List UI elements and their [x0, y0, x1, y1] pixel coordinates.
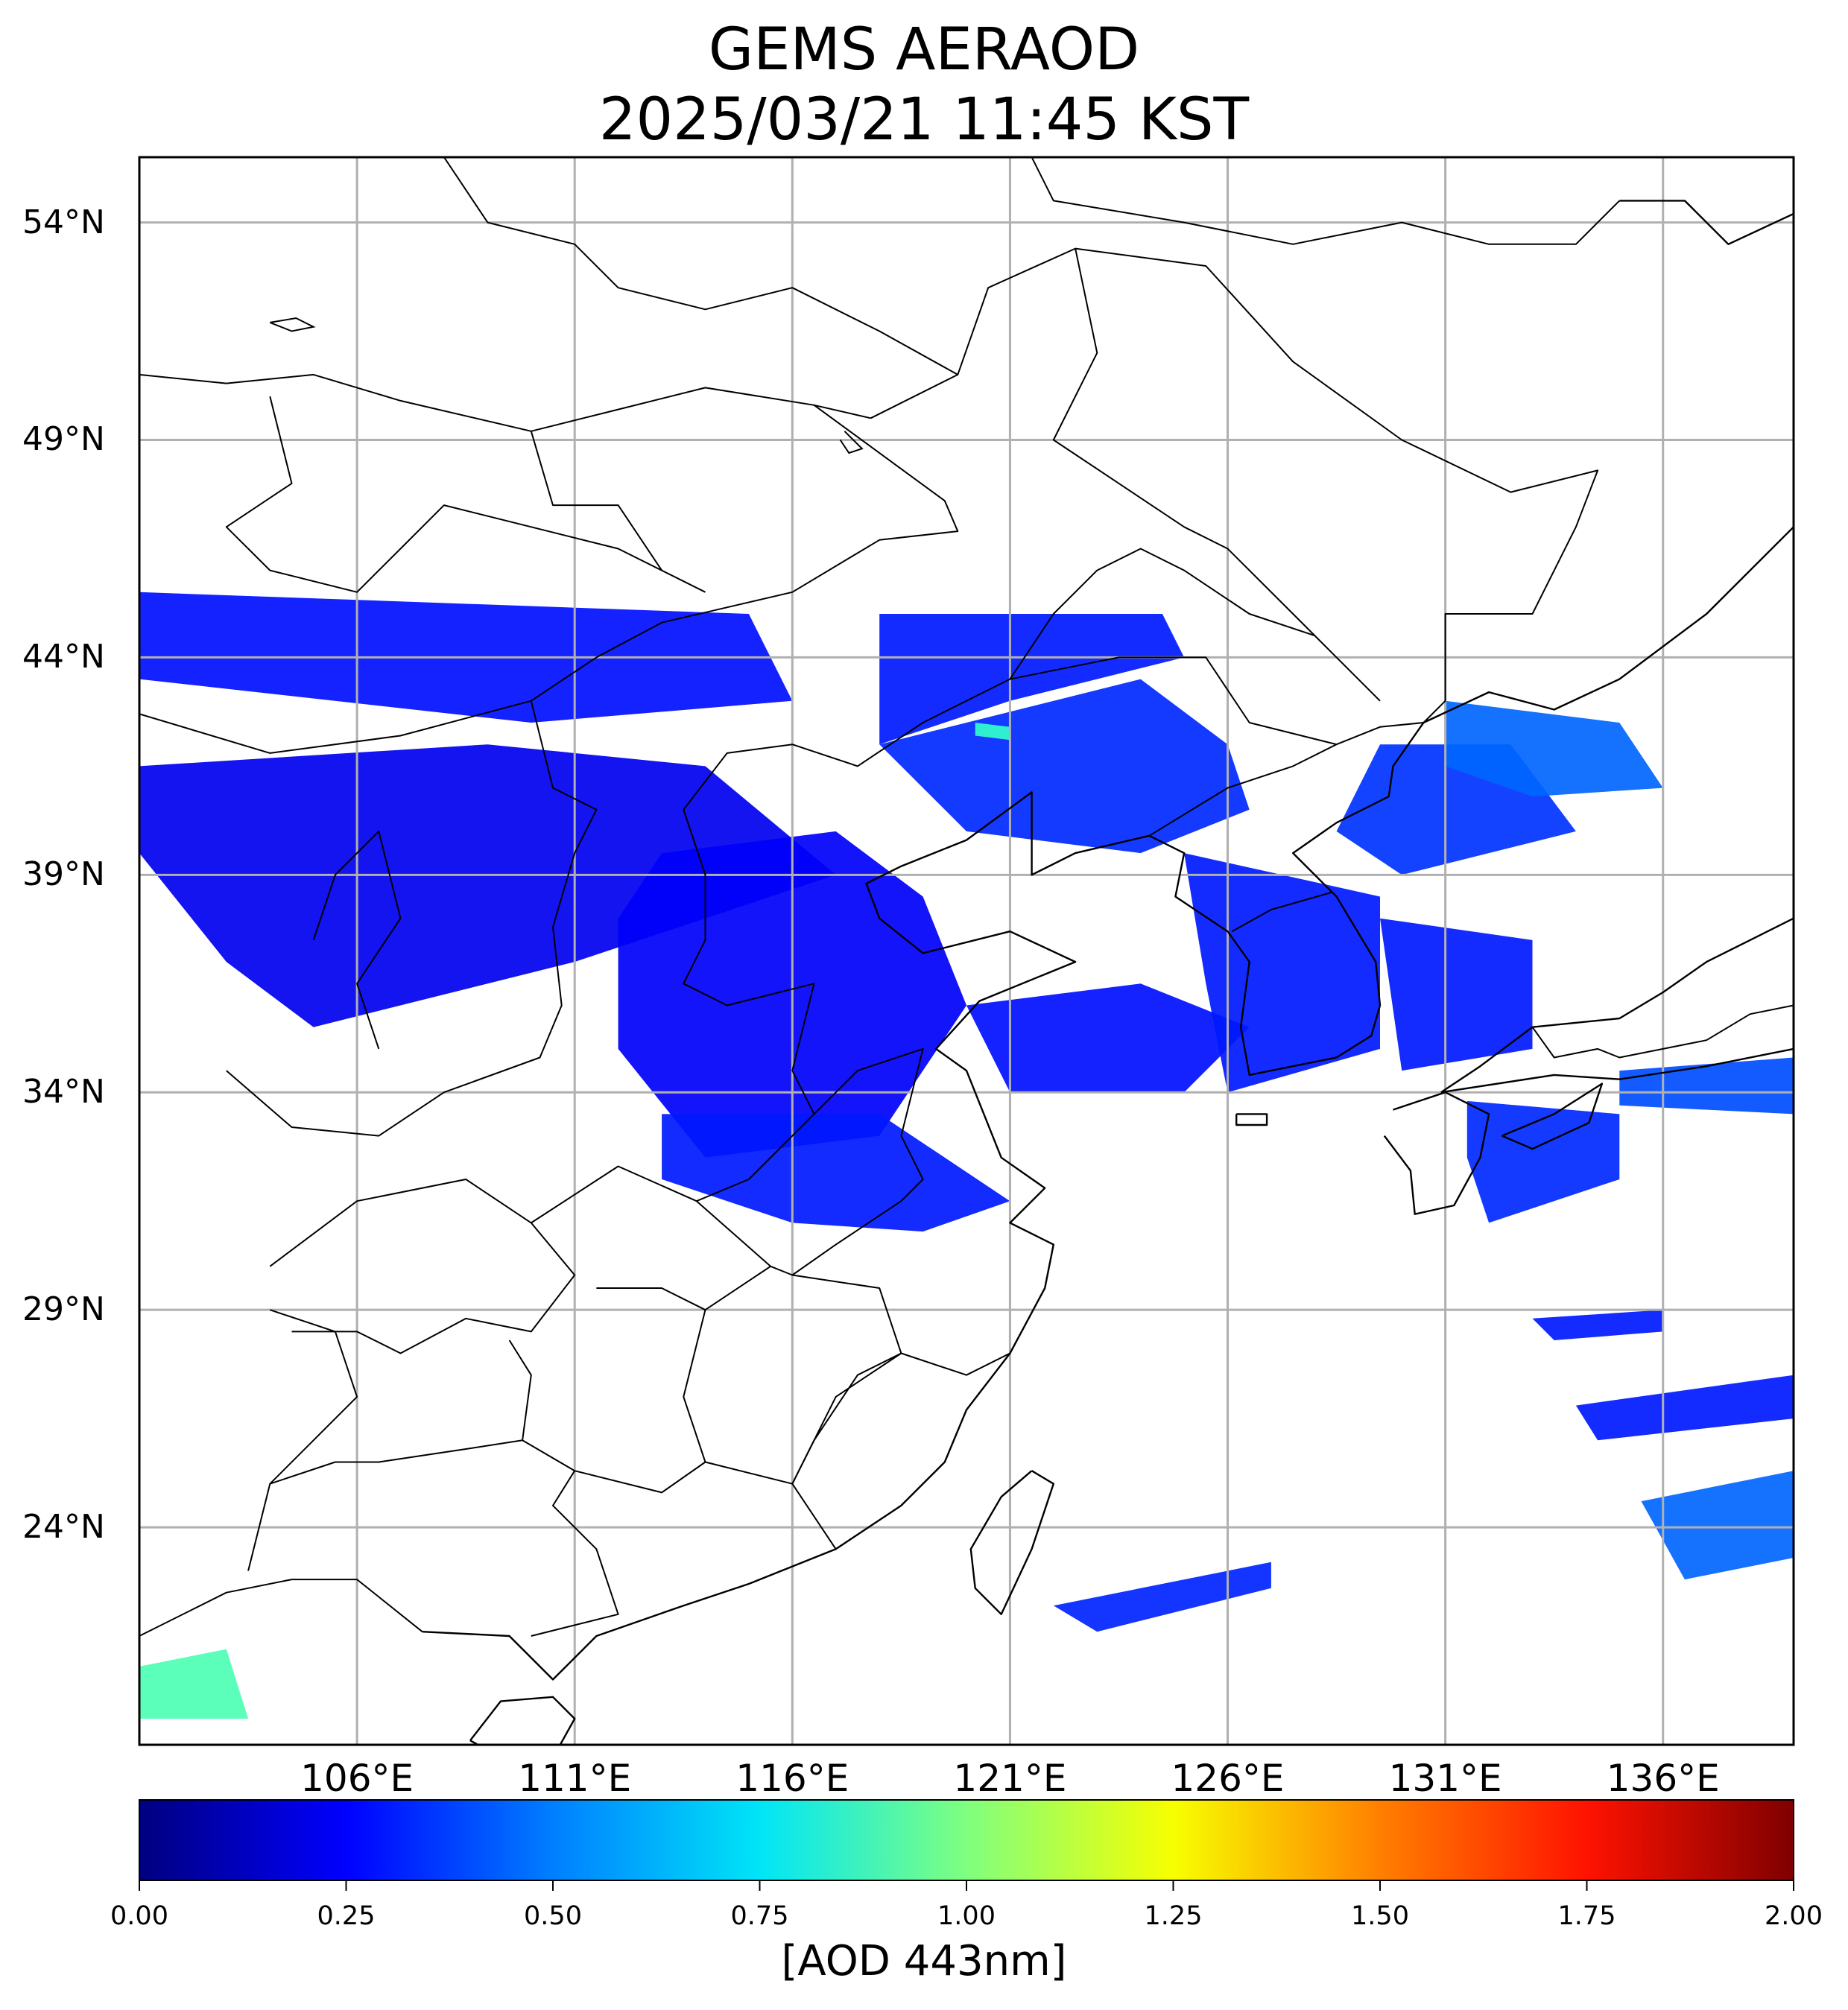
aod-region-yellow-sea [966, 983, 1250, 1093]
lake-hulun-lake [839, 431, 864, 454]
border-russia-inner-1 [443, 157, 958, 375]
border-inner-provinces-14 [247, 1309, 358, 1571]
colorbar-tick-label: 0.25 [317, 1901, 376, 1931]
colorbar-tick-label: 1.75 [1557, 1901, 1616, 1931]
lake-lake-baikal-south [269, 317, 316, 332]
colorbar-tick-label: 0.75 [730, 1901, 789, 1931]
colorbar-ticks [139, 1880, 1794, 1891]
coastline-hainan [469, 1696, 576, 1745]
aod-region-greenish-spots [975, 723, 1010, 741]
border-mongolia-russia [139, 373, 814, 432]
graticule [139, 157, 1794, 1745]
border-inner-provinces-7 [770, 1047, 924, 1276]
border-jilin-inner [1009, 548, 1315, 680]
lat-tick-label: 29°N [22, 1290, 105, 1329]
coastline-china-coast [422, 791, 1150, 1681]
lon-tick-label: 111°E [518, 1757, 632, 1800]
coastline-kyushu [1383, 1091, 1490, 1215]
chart-title: GEMS AERAOD [708, 16, 1140, 83]
aod-region-kyushu-south [1466, 1100, 1620, 1223]
aod-region-philippine-sea [1575, 1375, 1794, 1441]
border-inner-provinces-4 [312, 830, 402, 1050]
border-china-mongolia [139, 404, 959, 754]
coastline-korea-coast [1148, 526, 1794, 1077]
aod-region-gobi-central [139, 744, 836, 1027]
lat-tick-label: 44°N [22, 638, 105, 676]
border-china-russia-north [870, 247, 1599, 723]
lat-tick-label: 54°N [22, 203, 105, 241]
colorbar-tick-label: 0.00 [110, 1901, 168, 1931]
border-inner-provinces-10 [901, 1352, 1010, 1376]
lon-tick-label: 131°E [1388, 1757, 1502, 1800]
coastline-shikoku [1502, 1082, 1604, 1150]
border-mongolia-inner-2 [530, 431, 662, 571]
coastline-honshu [1440, 917, 1794, 1094]
map-frame [138, 156, 1795, 1746]
aod-region-primorye-coast [1445, 700, 1663, 797]
colorbar-tick-label: 2.00 [1765, 1901, 1823, 1931]
colorbar-tick-label: 1.25 [1144, 1901, 1203, 1931]
border-russia-inner-2 [1031, 157, 1621, 245]
lon-tick-label: 106°E [300, 1757, 414, 1800]
lat-tick-label: 24°N [22, 1508, 105, 1547]
border-japan-prefectures [1531, 1004, 1794, 1059]
border-inner-provinces-9 [705, 1274, 902, 1485]
border-china-vietnam [139, 1579, 423, 1637]
lon-tick-label: 116°E [735, 1757, 849, 1800]
border-heilongjiang-inner [1052, 248, 1381, 702]
lat-tick-label: 49°N [22, 420, 105, 459]
aod-region-korea [1184, 853, 1380, 1093]
lon-tick-label: 126°E [1171, 1757, 1285, 1800]
lat-tick-label: 34°N [22, 1073, 105, 1112]
coastline-taiwan [969, 1470, 1055, 1616]
border-inner-provinces-11 [791, 1352, 902, 1550]
border-inner-provinces-3 [683, 656, 1337, 811]
border-china-korea [1148, 722, 1424, 837]
aod-region-ryukyu-east [1641, 1471, 1794, 1580]
colorbar [139, 1799, 1794, 1881]
lon-tick-label: 136°E [1606, 1757, 1720, 1800]
aod-region-east-china-sea-south [1053, 1562, 1271, 1632]
aod-region-yunnan-southwest [139, 1649, 249, 1719]
colorbar-tick-label: 0.50 [524, 1901, 582, 1931]
aod-region-okinawa-band [1532, 1310, 1663, 1340]
border-inner-provinces-8 [508, 1309, 706, 1494]
border-inner-provinces-2 [683, 809, 815, 1202]
border-inner-provinces-12 [531, 1470, 619, 1637]
border-inner-provinces-5 [269, 1179, 576, 1354]
coastlines-and-borders [113, 157, 1794, 1745]
aod-region-huai-yangtze [662, 1114, 1010, 1232]
chart-timestamp: 2025/03/21 11:45 KST [598, 86, 1250, 153]
border-inner-provinces-1 [226, 700, 598, 1137]
colorbar-tick-label: 1.00 [937, 1901, 996, 1931]
lat-tick-label: 39°N [22, 855, 105, 894]
colorbar-label: [AOD 443nm] [781, 1937, 1067, 1985]
aod-region-northeast-china [879, 679, 1250, 854]
aod-region-inner-mongolia-east [879, 614, 1185, 745]
lon-tick-label: 121°E [953, 1757, 1067, 1800]
coastline-jeju [1235, 1113, 1268, 1126]
border-inner-provinces-13 [269, 1439, 523, 1485]
aod-region-sea-of-japan-south [1380, 918, 1533, 1071]
colorbar-tick-label: 1.50 [1351, 1901, 1409, 1931]
border-korea-dmz [1231, 891, 1332, 933]
coastline-amur-coast [1619, 200, 1794, 245]
lake-lake-khovsgol [113, 332, 130, 375]
border-mongolia-inner-1 [225, 396, 706, 593]
